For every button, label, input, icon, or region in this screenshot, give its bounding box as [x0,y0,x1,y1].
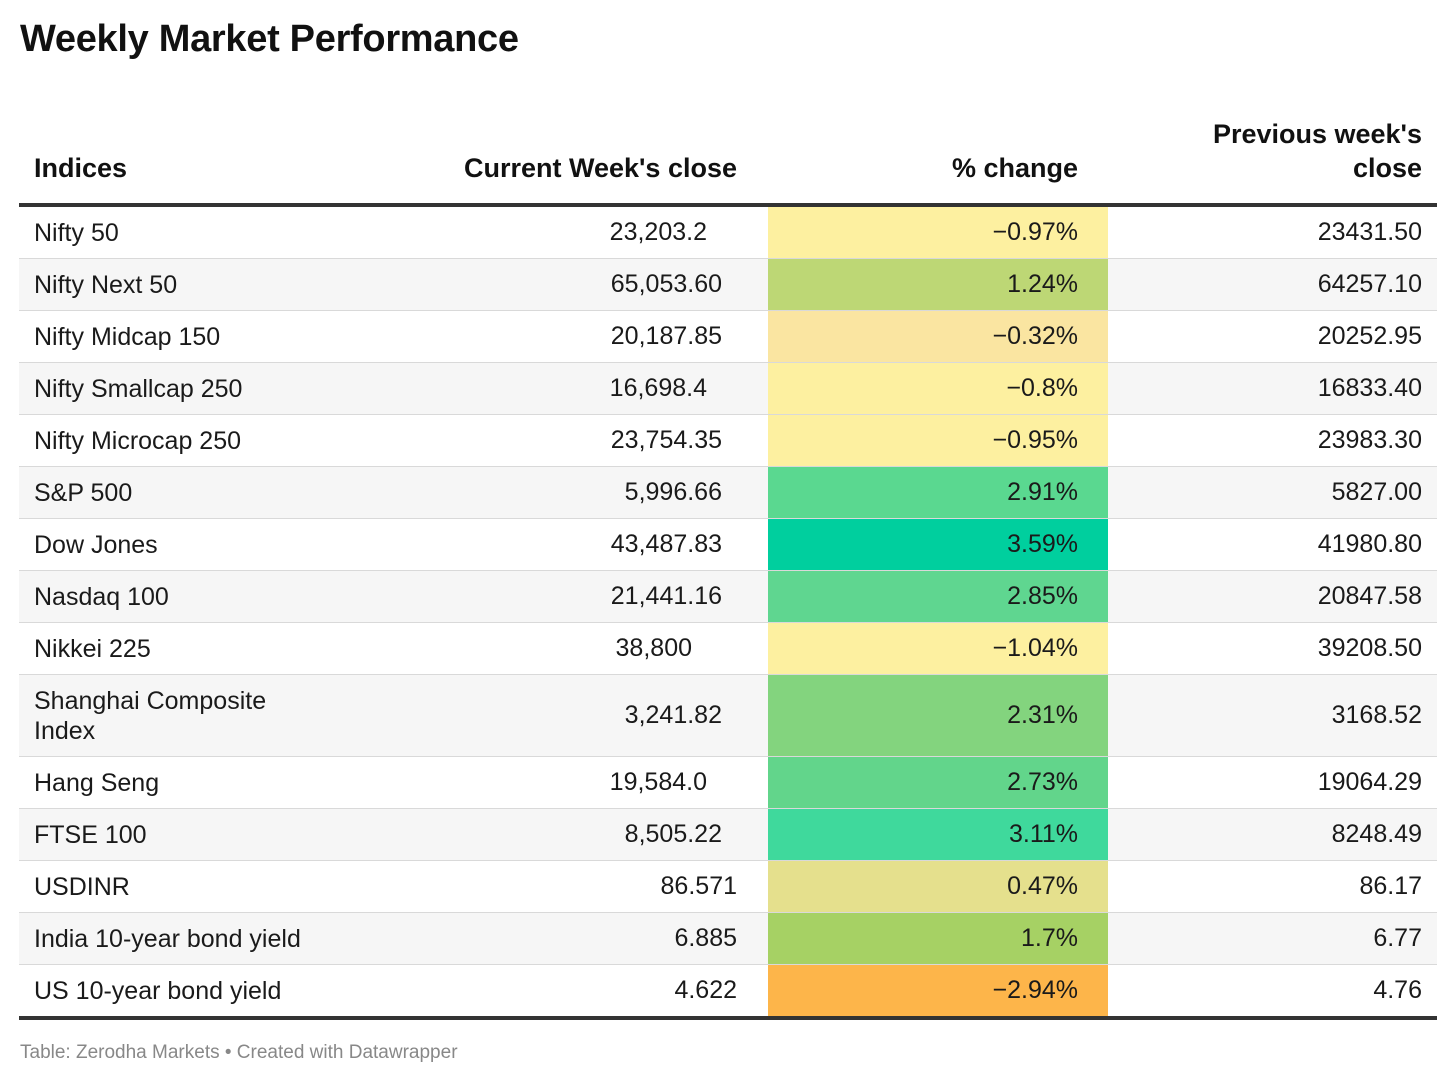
cell-percent-change: −0.32% [768,311,1108,362]
cell-percent-change: 3.59% [768,519,1108,570]
market-table: Indices Current Week's close % change Pr… [19,108,1437,1020]
cell-percent-change: 0.47% [768,861,1108,912]
cell-percent-change: 3.11% [768,809,1108,860]
cell-previous-close: 3168.52 [1331,701,1422,729]
cell-index-name: US 10-year bond yield [34,976,282,1005]
cell-current-close: 8,505.22 [349,809,737,860]
cell-current-close: 6.885 [349,913,737,964]
cell-current-close: 23,203.2 [349,207,737,258]
table-row: Nifty Midcap 150 20,187.85 −0.32% 20252.95 [19,311,1437,363]
cell-index-name: Nifty Midcap 150 [34,322,221,351]
current-close-value: 5,996.66 [624,478,722,506]
cell-current-close: 4.622 [349,965,737,1016]
current-close-value: 4.622 [674,976,737,1004]
cell-current-close: 5,996.66 [349,467,737,518]
current-close-value: 8,505.22 [624,820,722,848]
cell-previous-close: 64257.10 [1317,270,1422,298]
cell-current-close: 19,584.0 [349,757,737,808]
cell-percent-change: −0.97% [768,207,1108,258]
cell-current-close: 86.571 [349,861,737,912]
source-footer: Table: Zerodha Markets • Created with Da… [20,1042,458,1063]
cell-percent-change: −0.95% [768,415,1108,466]
cell-previous-close: 41980.80 [1317,530,1422,558]
table-row: Nifty 50 23,203.2 −0.97% 23431.50 [19,207,1437,259]
cell-index-name: India 10-year bond yield [34,924,301,953]
cell-percent-change: 2.73% [768,757,1108,808]
cell-current-close: 21,441.16 [349,571,737,622]
cell-index-name: Nikkei 225 [34,634,151,663]
table-row: India 10-year bond yield 6.885 1.7% 6.77 [19,913,1437,965]
table-row: S&P 500 5,996.66 2.91% 5827.00 [19,467,1437,519]
cell-previous-close: 19064.29 [1317,768,1422,796]
cell-index-name: S&P 500 [34,478,133,507]
table-row: Nifty Next 50 65,053.60 1.24% 64257.10 [19,259,1437,311]
table-row: Dow Jones 43,487.83 3.59% 41980.80 [19,519,1437,571]
cell-current-close: 20,187.85 [349,311,737,362]
cell-previous-close: 20847.58 [1317,582,1422,610]
page-title: Weekly Market Performance [20,18,519,60]
cell-index-name: Nifty 50 [34,218,119,247]
cell-index-name: Nifty Next 50 [34,270,178,299]
current-close-value: 6.885 [674,924,737,952]
cell-previous-close: 20252.95 [1317,322,1422,350]
cell-current-close: 3,241.82 [349,675,737,756]
table-row: Shanghai Composite Index 3,241.82 2.31% 316… [19,675,1437,757]
cell-previous-close: 16833.40 [1317,374,1422,402]
cell-percent-change: −1.04% [768,623,1108,674]
cell-previous-close: 23431.50 [1317,218,1422,246]
cell-previous-close: 86.17 [1359,872,1422,900]
cell-index-name: Nasdaq 100 [34,582,169,611]
cell-current-close: 38,800 [349,623,737,674]
table-body: Nifty 50 23,203.2 −0.97% 23431.50 Nifty Next… [19,207,1437,1020]
table-row: Nifty Smallcap 250 16,698.4 −0.8% 16833.40 [19,363,1437,415]
current-close-value: 19,584.0 [609,768,707,796]
table-row: Nikkei 225 38,800 −1.04% 39208.50 [19,623,1437,675]
cell-percent-change: 2.85% [768,571,1108,622]
cell-previous-close: 5827.00 [1331,478,1422,506]
table-row: USDINR 86.571 0.47% 86.17 [19,861,1437,913]
cell-percent-change: 2.91% [768,467,1108,518]
table-row: Hang Seng 19,584.0 2.73% 19064.29 [19,757,1437,809]
cell-index-name: Nifty Microcap 250 [34,426,242,455]
table-row: Nasdaq 100 21,441.16 2.85% 20847.58 [19,571,1437,623]
table-row: FTSE 100 8,505.22 3.11% 8248.49 [19,809,1437,861]
current-close-value: 16,698.4 [609,374,707,402]
table-header: Indices Current Week's close % change Pr… [19,108,1437,207]
cell-percent-change: 2.31% [768,675,1108,756]
current-close-value: 86.571 [660,872,737,900]
cell-index-name: Hang Seng [34,768,160,797]
header-previous-close: Previous week's close [1212,119,1422,183]
cell-percent-change: −0.8% [768,363,1108,414]
cell-current-close: 65,053.60 [349,259,737,310]
cell-previous-close: 39208.50 [1317,634,1422,662]
cell-percent-change: 1.24% [768,259,1108,310]
current-close-value: 21,441.16 [610,582,722,610]
header-percent-change: % change [951,153,1078,183]
cell-index-name: Dow Jones [34,530,158,559]
cell-previous-close: 8248.49 [1331,820,1422,848]
cell-previous-close: 6.77 [1373,924,1422,952]
cell-previous-close: 23983.30 [1317,426,1422,454]
cell-index-name: USDINR [34,872,130,901]
cell-previous-close: 4.76 [1373,976,1422,1004]
cell-index-name: FTSE 100 [34,820,147,849]
current-close-value: 23,754.35 [610,426,722,454]
table-row: US 10-year bond yield 4.622 −2.94% 4.76 [19,965,1437,1020]
current-close-value: 20,187.85 [610,322,722,350]
cell-current-close: 16,698.4 [349,363,737,414]
cell-percent-change: 1.7% [768,913,1108,964]
current-close-value: 65,053.60 [610,270,722,298]
cell-index-name: Nifty Smallcap 250 [34,374,243,403]
header-current-close: Current Week's close [463,153,737,183]
current-close-value: 43,487.83 [610,530,722,558]
header-indices: Indices [34,153,128,183]
table-row: Nifty Microcap 250 23,754.35 −0.95% 23983.3… [19,415,1437,467]
cell-percent-change: −2.94% [768,965,1108,1016]
current-close-value: 38,800 [615,634,692,662]
current-close-value: 23,203.2 [609,218,707,246]
current-close-value: 3,241.82 [624,701,722,729]
cell-current-close: 23,754.35 [349,415,737,466]
cell-current-close: 43,487.83 [349,519,737,570]
cell-index-name: Shanghai Composite Index [34,686,267,745]
